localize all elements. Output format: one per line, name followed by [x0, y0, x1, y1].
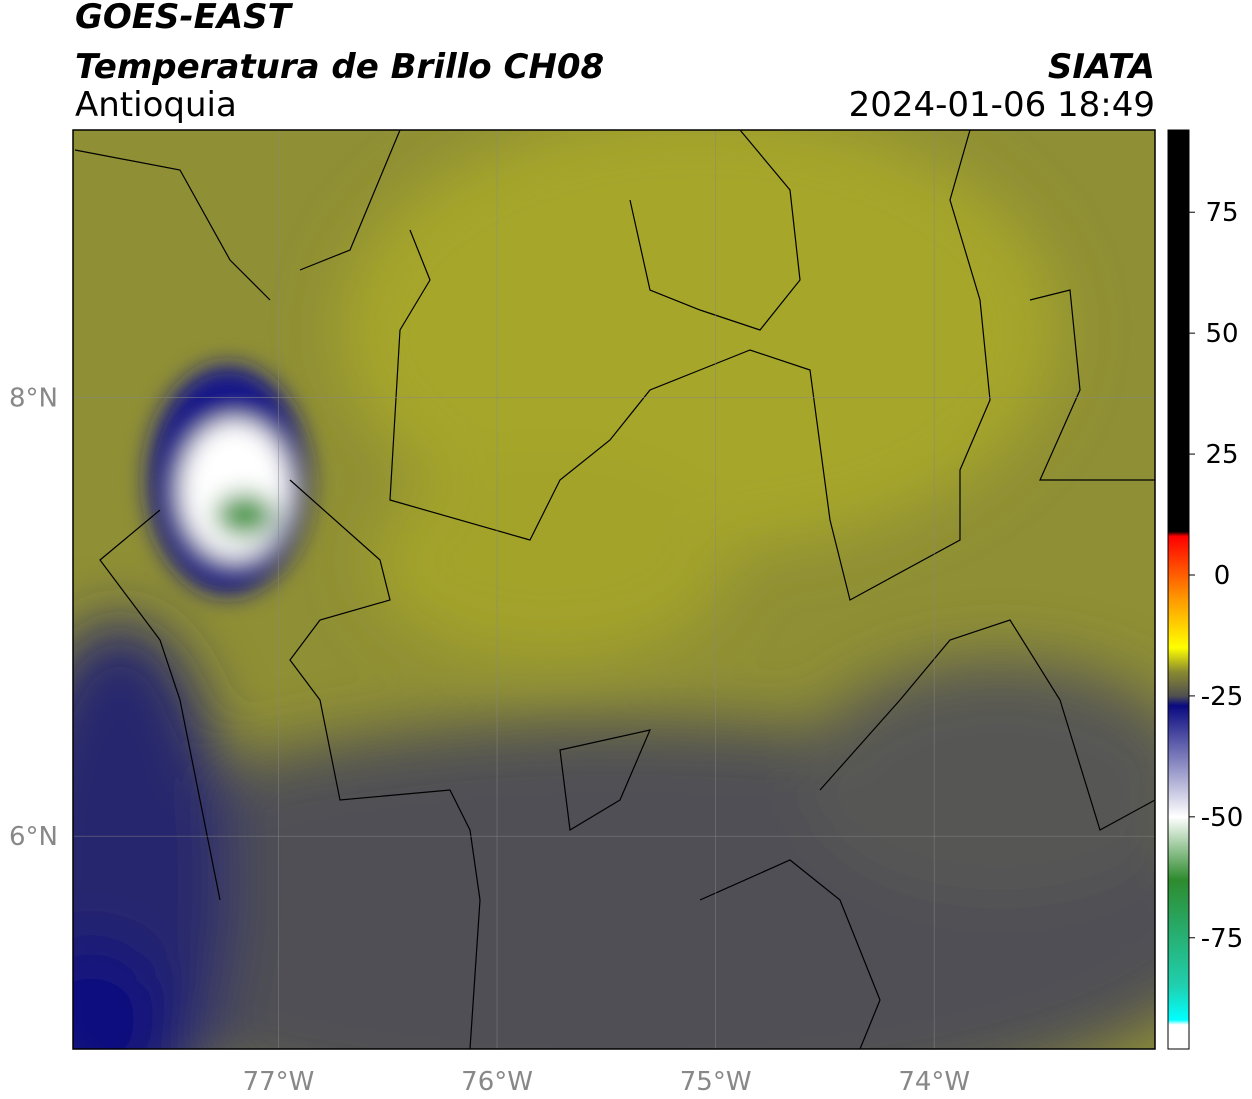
- lat-tick-label: 8°N: [9, 384, 58, 414]
- lat-tick-label: 6°N: [9, 822, 58, 852]
- colorbar-tick-label: -50: [1201, 803, 1243, 833]
- map-image: [73, 130, 1155, 1049]
- colorbar: [1167, 129, 1190, 1050]
- colorbar-tick-label: -25: [1201, 682, 1243, 712]
- colorbar-tick-label: 75: [1205, 198, 1238, 228]
- lon-tick-label: 74°W: [898, 1067, 970, 1097]
- lon-tick-label: 75°W: [680, 1067, 752, 1097]
- colorbar-ticks: 75 50 25 0 -25 -50 -75: [1189, 198, 1243, 954]
- axes: 77°W 76°W 75°W 74°W 8°N 6°N: [9, 384, 970, 1097]
- colorbar-tick-label: 0: [1214, 561, 1231, 591]
- colorbar-tick-label: 50: [1205, 319, 1238, 349]
- lon-tick-label: 77°W: [243, 1067, 315, 1097]
- grid: [73, 130, 1155, 1049]
- region: Antioquia: [75, 85, 237, 125]
- title: GOES-EAST: [75, 0, 294, 37]
- lon-tick-label: 76°W: [461, 1067, 533, 1097]
- subtitle: Temperatura de Brillo CH08: [75, 47, 604, 87]
- map-frame: [72, 129, 1156, 1050]
- source: SIATA: [1048, 47, 1155, 87]
- datetime: 2024-01-06 18:49: [849, 85, 1155, 125]
- colorbar-tick-label: -75: [1201, 924, 1243, 954]
- colorbar-tick-label: 25: [1205, 440, 1238, 470]
